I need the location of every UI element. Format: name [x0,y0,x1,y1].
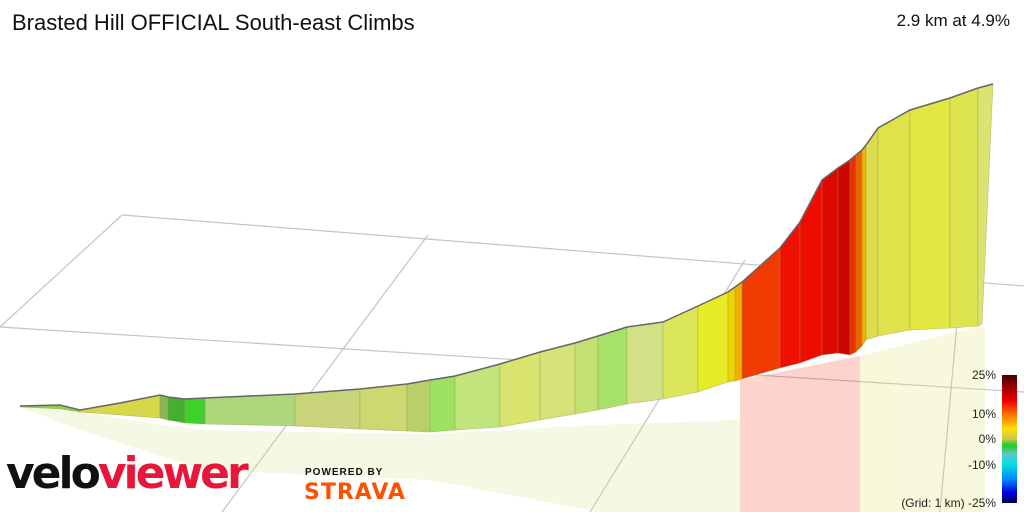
legend-label-25: 25% [971,368,996,382]
powered-by-label: POWERED BY [305,467,384,478]
legend-label-minus25: (Grid: 1 km) -25% [901,496,996,510]
legend-label-0: 0% [978,432,996,446]
legend-label-minus10: -10% [967,458,996,472]
climb-summary: 2.9 km at 4.9% [896,11,1010,30]
profile-wall [19,83,994,433]
veloviewer-logo[interactable]: veloviewer [6,452,249,496]
logo-velo: velo [6,448,101,499]
profile-ridge-line [19,83,994,411]
legend-label-10: 10% [971,407,996,421]
logo-viewer: viewer [97,448,249,499]
page-title: Brasted Hill OFFICIAL South-east Climbs [12,10,415,35]
profile-reflection [20,325,985,512]
gradient-color-scale [1002,375,1017,503]
strava-logo[interactable]: STRAVA [304,480,406,505]
